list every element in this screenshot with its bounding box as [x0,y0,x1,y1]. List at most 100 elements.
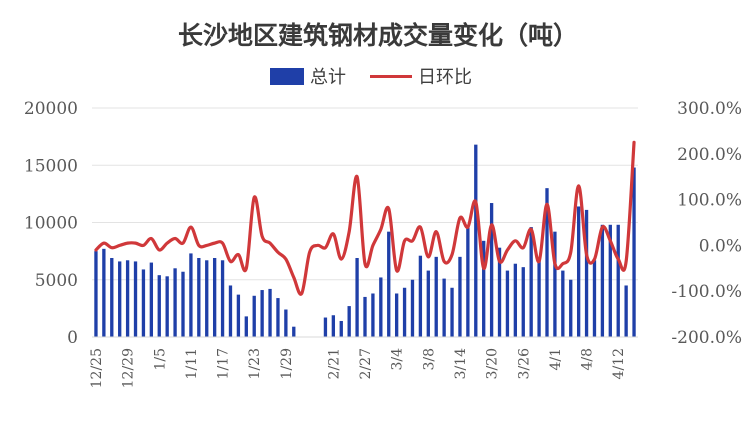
x-tick-label: 3/8 [421,348,437,371]
line-point [522,247,524,249]
line-point [237,253,239,256]
line-point [221,242,224,244]
line-point [245,267,247,269]
bar [379,277,383,337]
x-axis: 12/25 12/29 1/5 1/11 1/17 1/23 1/29 2/21 2/27 3/4… [89,348,627,388]
line-point [380,228,382,230]
legend: 总计 日环比 [270,67,472,88]
line-point [483,267,485,269]
bar [632,167,636,337]
bar [592,260,597,337]
bar [410,279,415,337]
line-point [372,244,374,246]
line-point [411,240,414,242]
bar [600,224,605,337]
bar [260,290,264,337]
chart-title: 长沙地区建筑钢材成交量变化（吨） [178,21,578,50]
line-point [309,251,311,253]
x-tick-label: 2/21 [326,348,342,379]
bar [197,257,201,337]
bar [387,231,391,337]
bar [94,251,98,337]
y-left-tick-label: 15000 [24,156,78,176]
x-tick-label: 12/25 [89,348,105,388]
y-axis-right: -200.0% -100.0% 0.0% 100.0% 200.0% 300.0% [671,99,742,348]
bar [141,269,146,337]
bar [505,270,510,337]
bar [331,315,336,337]
line-point [111,247,113,249]
line-point [174,237,176,240]
bar [244,316,248,337]
line-point [324,247,327,249]
line-point [158,249,160,251]
line-point [601,226,603,228]
bar [434,256,438,337]
legend-bar-label: 总计 [310,67,346,88]
line-point [364,263,366,265]
y-left-tick-label: 10000 [24,214,78,234]
y-right-tick-label: 300.0% [677,99,742,119]
line-point [190,226,192,228]
y-right-tick-label: -100.0% [671,282,742,302]
y-axis-left: 0 5000 10000 15000 20000 [24,99,78,348]
line-point [625,260,627,263]
bar [284,309,288,337]
line-point [403,240,406,242]
line-point [585,253,588,256]
y-left-tick-label: 0 [67,328,78,348]
line-point [530,228,532,230]
line-point [301,292,303,295]
line-point [396,269,398,272]
line-point [491,224,493,226]
bar [236,294,241,337]
bar [268,288,272,337]
bar [402,287,407,337]
line-point [182,242,184,244]
line-point [435,231,437,233]
bar [125,260,130,337]
bar [205,260,209,337]
bar [292,326,296,337]
bar [553,231,557,337]
line-point [206,244,208,246]
line-point [119,244,121,246]
bar [458,256,462,337]
x-tick-label: 2/27 [358,348,374,379]
bar [323,317,328,337]
line-point [253,196,255,198]
bar [110,257,114,337]
bar [529,227,533,337]
bar [149,262,154,337]
y-right-tick-label: -200.0% [671,328,742,348]
x-tick-label: 1/11 [184,348,200,379]
line-point [198,244,200,246]
line-point [261,235,263,237]
line-point [340,258,342,260]
x-tick-label: 4/8 [580,348,596,371]
bar [363,296,367,337]
bar [165,276,169,337]
x-tick-label: 3/20 [485,348,501,379]
line-point [570,251,572,253]
line-point [388,208,390,210]
line-point [134,242,137,244]
line-point [498,260,501,263]
x-tick-label: 1/5 [152,348,168,371]
bar [616,224,620,337]
x-tick-label: 12/29 [121,348,137,388]
bar [118,261,122,337]
x-tick-label: 1/23 [247,348,263,379]
x-tick-label: 4/1 [548,348,564,371]
x-tick-label: 3/26 [516,348,532,380]
line-point [166,242,168,244]
bar [371,293,375,337]
bar [537,259,541,337]
bar [102,248,106,337]
x-tick-label: 1/17 [216,348,232,379]
line-point [356,176,358,178]
line-point [451,253,453,256]
bar [252,295,256,337]
bar [181,271,185,337]
line-point [609,240,611,242]
